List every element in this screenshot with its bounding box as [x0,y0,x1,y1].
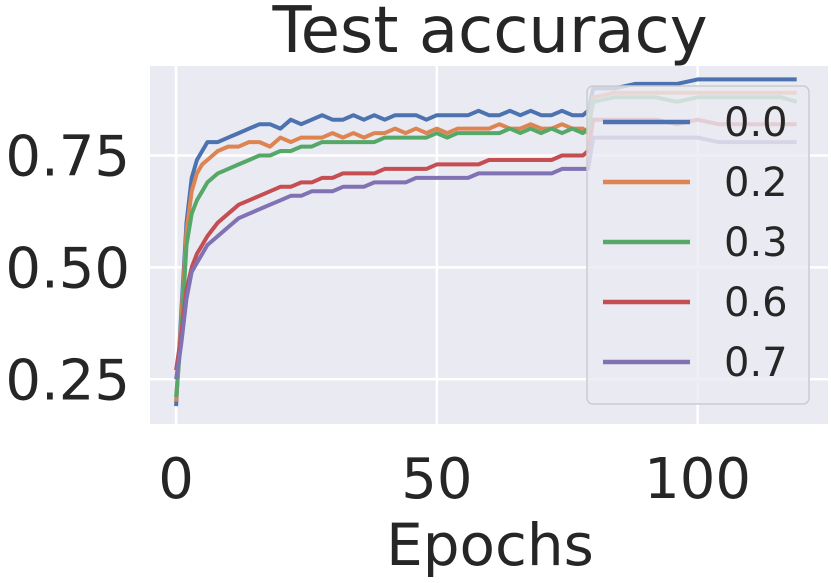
legend-label: 0.7 [724,340,788,386]
chart-title: Test accuracy [271,0,707,68]
x-tick-label: 100 [644,447,751,512]
legend: 0.0 0.2 0.3 0.6 0.7 [586,85,810,405]
y-tick-label: 0.75 [5,125,130,190]
x-tick-label: 50 [401,447,472,512]
legend-items: 0.0 0.2 0.3 0.6 0.7 [603,100,788,386]
x-tick-label: 0 [158,447,194,512]
y-tick-label: 0.25 [5,348,130,413]
x-axis-ticks: 0 50 100 [158,447,751,512]
y-tick-label: 0.50 [5,236,130,301]
legend-label: 0.0 [724,100,788,146]
legend-label: 0.2 [724,160,788,206]
legend-label: 0.6 [724,280,788,326]
legend-box [586,85,810,405]
x-axis-label: Epochs [386,511,594,579]
y-axis-ticks: 0.25 0.50 0.75 [5,125,130,414]
legend-label: 0.3 [724,220,788,266]
